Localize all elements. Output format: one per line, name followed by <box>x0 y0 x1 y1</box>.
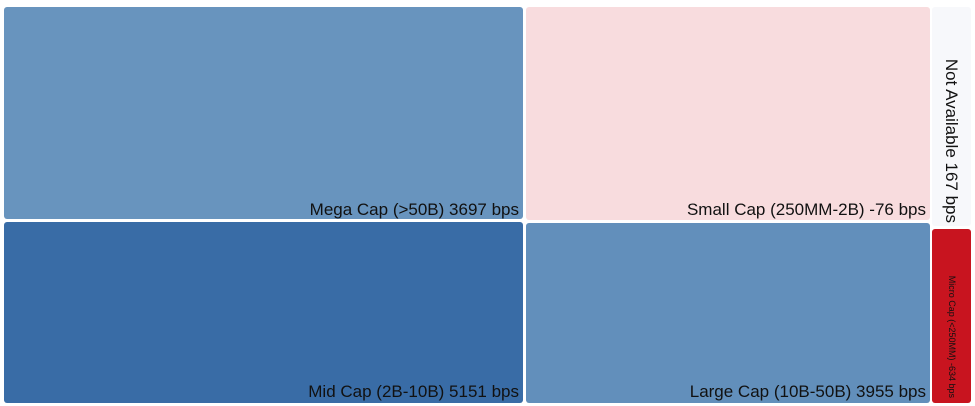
tile-not-available[interactable]: Not Available 167 bps <box>932 7 971 226</box>
tile-small-cap[interactable]: Small Cap (250MM-2B) -76 bps <box>526 7 930 220</box>
tile-mid-cap-label: Mid Cap (2B-10B) 5151 bps <box>308 382 519 401</box>
tile-large-cap[interactable]: Large Cap (10B-50B) 3955 bps <box>526 223 930 403</box>
tile-not-available-rect <box>932 7 971 226</box>
tile-large-cap-rect <box>526 223 930 403</box>
tile-not-available-label: Not Available 167 bps <box>942 59 961 223</box>
tile-mega-cap-rect <box>4 7 523 219</box>
tile-micro-cap[interactable]: Micro Cap (<250MM) -634 bps <box>932 229 971 403</box>
tile-large-cap-label: Large Cap (10B-50B) 3955 bps <box>690 382 926 401</box>
tile-mega-cap-label: Mega Cap (>50B) 3697 bps <box>310 200 519 219</box>
tile-micro-cap-label: Micro Cap (<250MM) -634 bps <box>947 276 957 399</box>
tile-micro-cap-rect <box>932 229 971 403</box>
tile-mid-cap[interactable]: Mid Cap (2B-10B) 5151 bps <box>4 222 523 403</box>
tile-small-cap-label: Small Cap (250MM-2B) -76 bps <box>687 200 926 219</box>
tile-mid-cap-rect <box>4 222 523 403</box>
tile-small-cap-rect <box>526 7 930 220</box>
tile-mega-cap[interactable]: Mega Cap (>50B) 3697 bps <box>4 7 523 219</box>
